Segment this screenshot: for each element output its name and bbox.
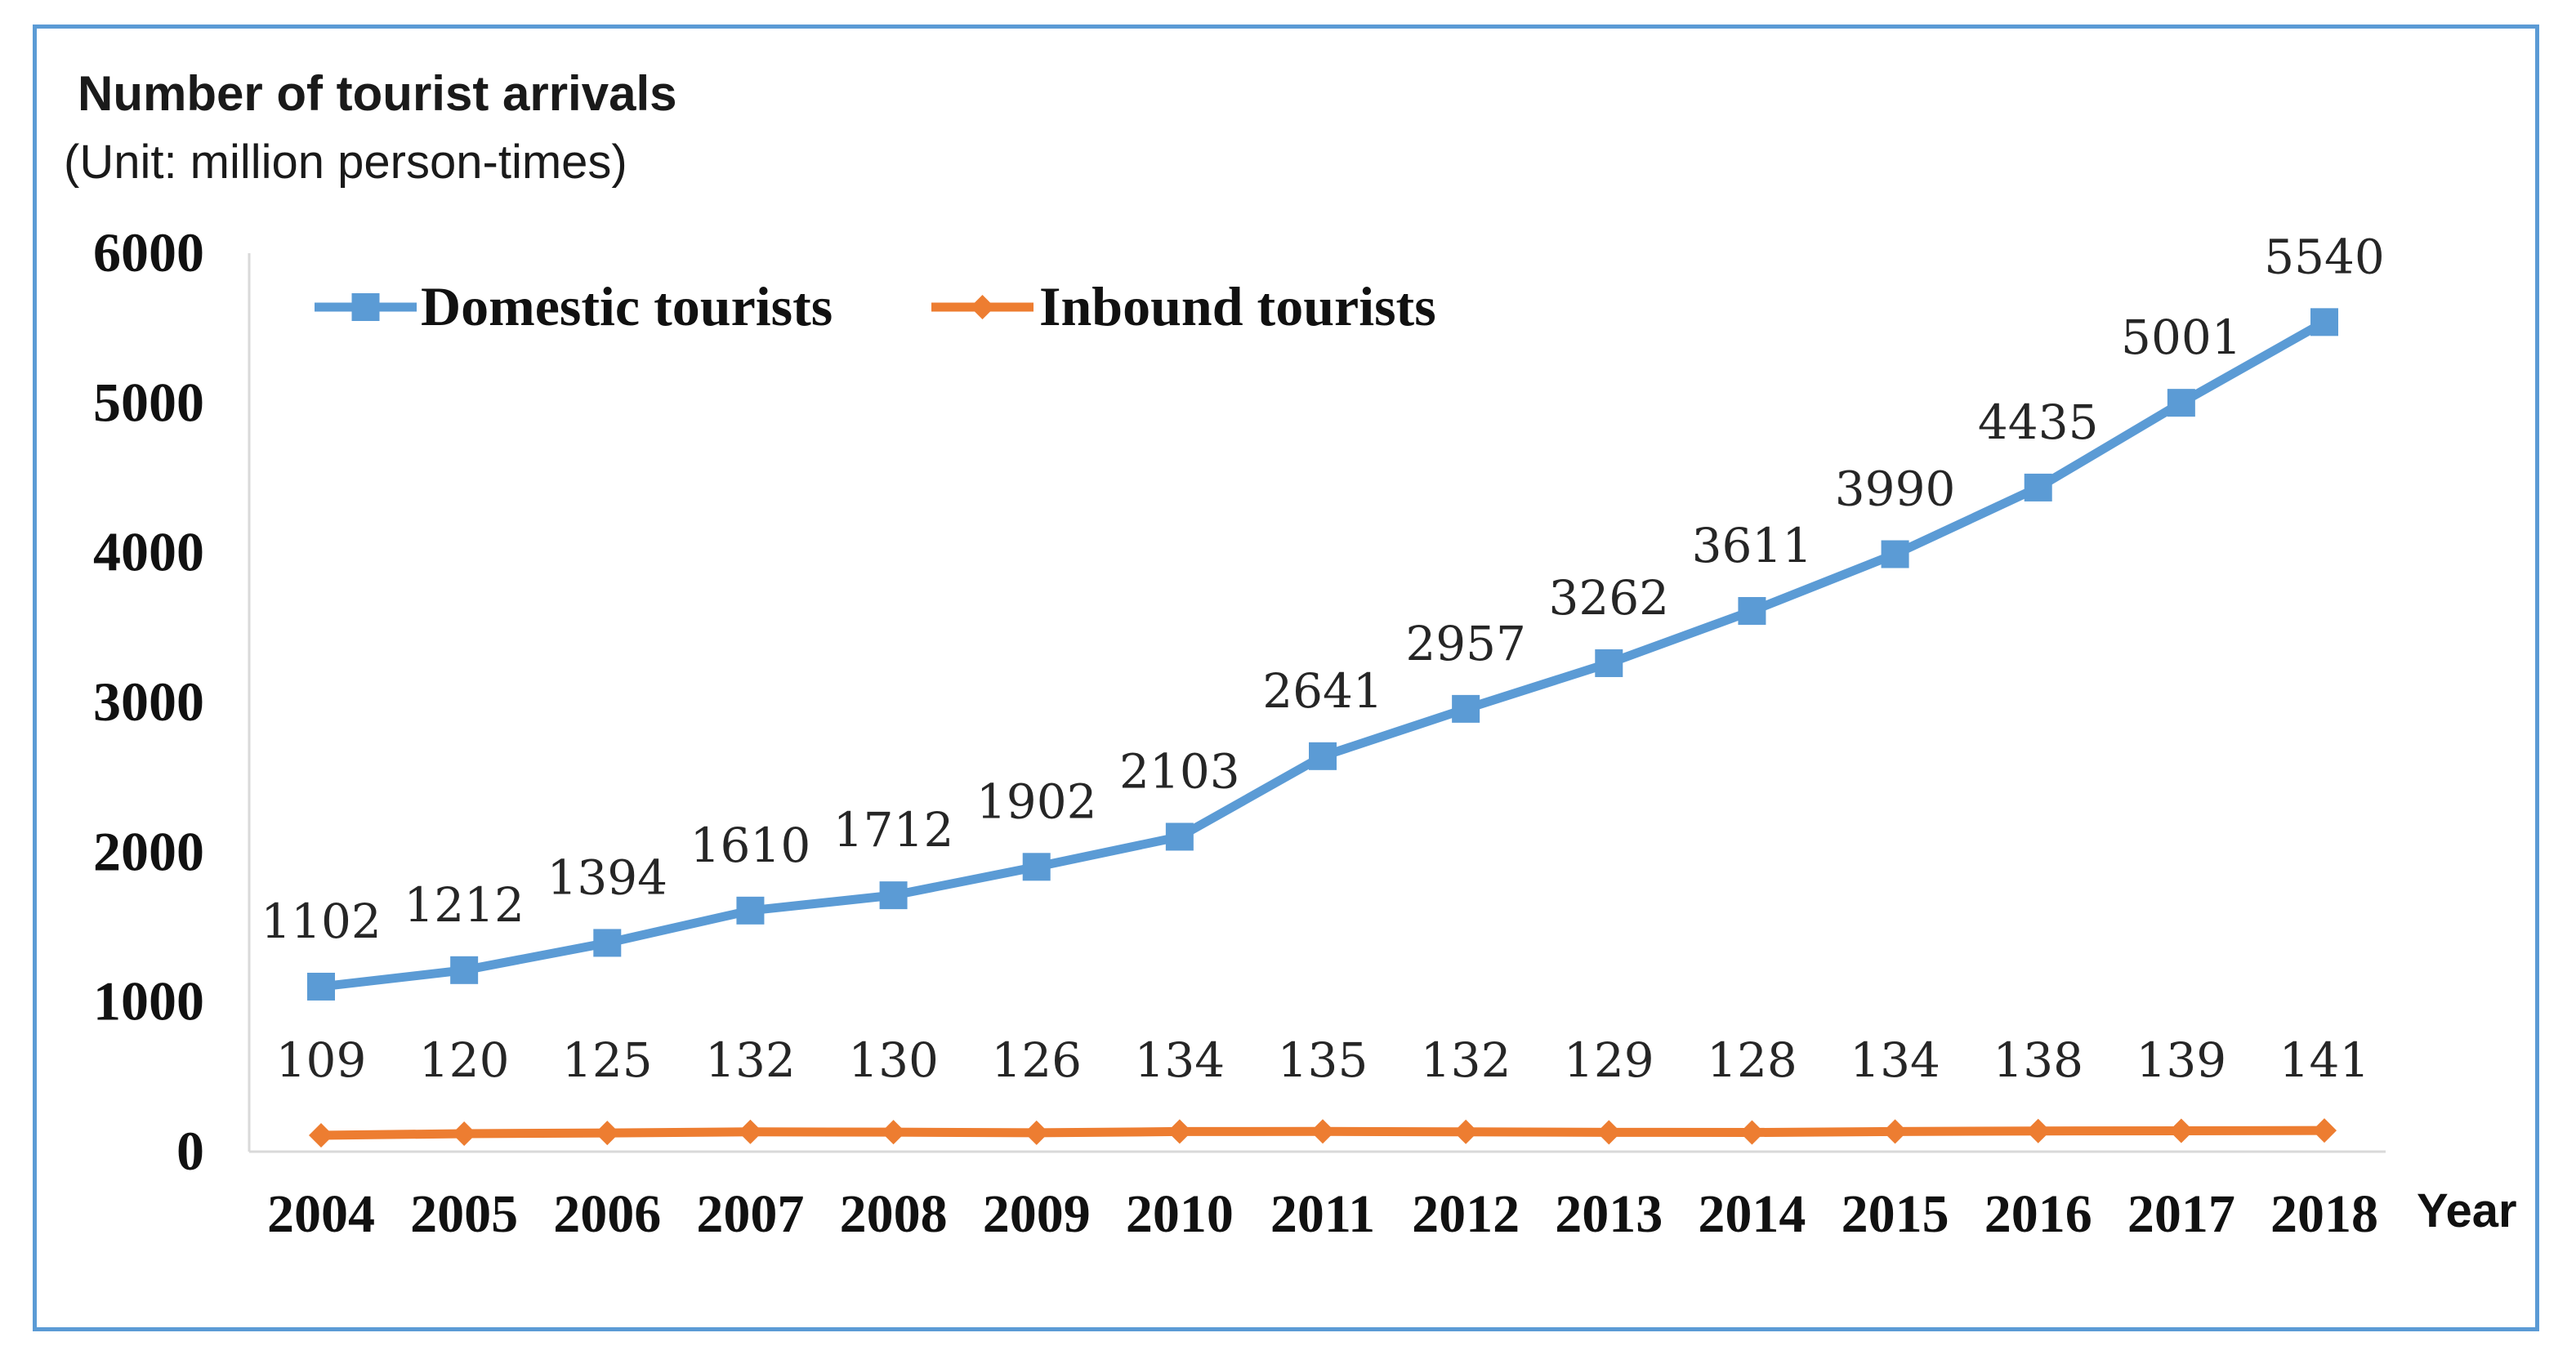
data-point-domestic (1165, 822, 1194, 851)
legend: Domestic tourists Inbound tourists (315, 275, 1436, 337)
data-point-domestic (307, 972, 335, 1001)
y-tick-label: 2000 (93, 820, 204, 882)
data-point-inbound (738, 1119, 763, 1144)
data-label-domestic: 4435 (1978, 394, 2099, 450)
data-point-domestic (593, 929, 622, 957)
x-tick-label: 2015 (1842, 1184, 1949, 1244)
data-label-inbound: 120 (419, 1032, 510, 1088)
data-label-inbound: 129 (1564, 1032, 1654, 1088)
data-point-domestic (1738, 596, 1766, 625)
data-point-domestic (1595, 649, 1623, 677)
x-tick-label: 2007 (696, 1184, 804, 1244)
x-axis-ticks: 2004 2005 2006 2007 2008 2009 2010 2011 2012 2013… (267, 1184, 2378, 1244)
data-label-domestic: 2641 (1262, 663, 1383, 719)
x-tick-label: 2011 (1270, 1184, 1375, 1244)
x-tick-label: 2004 (267, 1184, 375, 1244)
data-label-domestic: 1712 (833, 802, 954, 858)
data-point-domestic (2167, 389, 2195, 417)
y-tick-label: 3000 (93, 671, 204, 733)
chart-subtitle: (Unit: million person-times) (64, 136, 627, 189)
data-point-domestic (1881, 540, 1909, 568)
y-tick-label: 0 (176, 1120, 204, 1182)
data-label-domestic: 1610 (690, 818, 811, 873)
data-label-inbound: 138 (1993, 1032, 2083, 1088)
data-label-domestic: 1394 (547, 849, 667, 905)
y-tick-label: 6000 (93, 221, 204, 283)
data-point-inbound (1310, 1119, 1335, 1144)
x-tick-label: 2009 (983, 1184, 1091, 1244)
legend-label: Domestic tourists (421, 275, 833, 337)
y-axis-ticks: 0 1000 2000 3000 4000 5000 6000 (93, 221, 204, 1182)
data-point-domestic (736, 896, 765, 925)
data-label-domestic: 1212 (404, 877, 525, 933)
data-label-inbound: 109 (276, 1032, 367, 1088)
x-tick-label: 2012 (1412, 1184, 1520, 1244)
data-point-inbound (1882, 1119, 1908, 1144)
x-tick-label: 2014 (1698, 1184, 1806, 1244)
data-label-domestic: 1902 (976, 773, 1097, 829)
x-tick-label: 2005 (410, 1184, 518, 1244)
data-point-domestic (2024, 473, 2052, 501)
data-point-inbound (595, 1121, 620, 1146)
x-tick-label: 2017 (2127, 1184, 2235, 1244)
data-point-domestic (1452, 694, 1480, 723)
data-point-inbound (1596, 1120, 1622, 1145)
x-tick-label: 2010 (1126, 1184, 1234, 1244)
data-point-inbound (2312, 1118, 2337, 1143)
x-tick-label: 2016 (1984, 1184, 2092, 1244)
data-label-inbound: 132 (1421, 1032, 1511, 1088)
data-label-domestic: 3611 (1692, 518, 1813, 573)
y-tick-label: 5000 (93, 371, 204, 433)
x-tick-label: 2008 (840, 1184, 948, 1244)
data-point-inbound (2168, 1118, 2194, 1143)
legend-marker-diamond (970, 295, 995, 319)
series-markers (307, 308, 2338, 1148)
data-label-domestic: 1102 (261, 894, 382, 949)
data-point-inbound (452, 1121, 477, 1146)
data-label-domestic: 2957 (1405, 616, 1526, 671)
data-label-inbound: 139 (2136, 1032, 2226, 1088)
data-point-inbound (881, 1120, 906, 1145)
data-label-inbound: 125 (562, 1032, 653, 1088)
x-tick-label: 2013 (1555, 1184, 1663, 1244)
data-label-inbound: 134 (1134, 1032, 1225, 1088)
y-tick-label: 1000 (93, 970, 204, 1032)
axes (248, 253, 2386, 1153)
data-point-inbound (1739, 1120, 1765, 1145)
data-point-domestic (450, 956, 479, 984)
data-label-domestic: 5001 (2121, 310, 2242, 365)
x-axis-label: Year (2417, 1184, 2517, 1237)
data-point-inbound (2025, 1118, 2051, 1143)
data-point-inbound (1167, 1119, 1192, 1144)
data-label-inbound: 130 (848, 1032, 939, 1088)
legend-marker-square (351, 293, 380, 321)
data-label-inbound: 132 (705, 1032, 796, 1088)
data-point-domestic (879, 881, 908, 910)
data-label-inbound: 141 (2279, 1032, 2370, 1088)
chart-title: Number of tourist arrivals (78, 66, 677, 121)
data-label-domestic: 2103 (1119, 743, 1240, 799)
data-point-domestic (1022, 853, 1051, 881)
data-label-inbound: 135 (1278, 1032, 1368, 1088)
chart-frame (33, 25, 2539, 1331)
data-point-domestic (2310, 308, 2338, 337)
data-label-inbound: 134 (1850, 1032, 1940, 1088)
y-tick-label: 4000 (93, 521, 204, 583)
x-tick-label: 2018 (2270, 1184, 2378, 1244)
data-point-domestic (1309, 742, 1337, 770)
legend-label: Inbound tourists (1039, 275, 1436, 337)
data-label-domestic: 3262 (1548, 570, 1669, 626)
data-label-inbound: 128 (1707, 1032, 1797, 1088)
x-tick-label: 2006 (553, 1184, 661, 1244)
data-labels: 1102 1212 1394 1610 1712 1902 2103 2641 2957 3262… (261, 229, 2385, 1088)
data-point-inbound (1453, 1119, 1479, 1144)
data-label-inbound: 126 (991, 1032, 1082, 1088)
data-label-domestic: 3990 (1835, 461, 1956, 517)
data-point-inbound (309, 1123, 333, 1148)
data-label-domestic: 5540 (2264, 229, 2385, 284)
data-point-inbound (1024, 1120, 1049, 1145)
